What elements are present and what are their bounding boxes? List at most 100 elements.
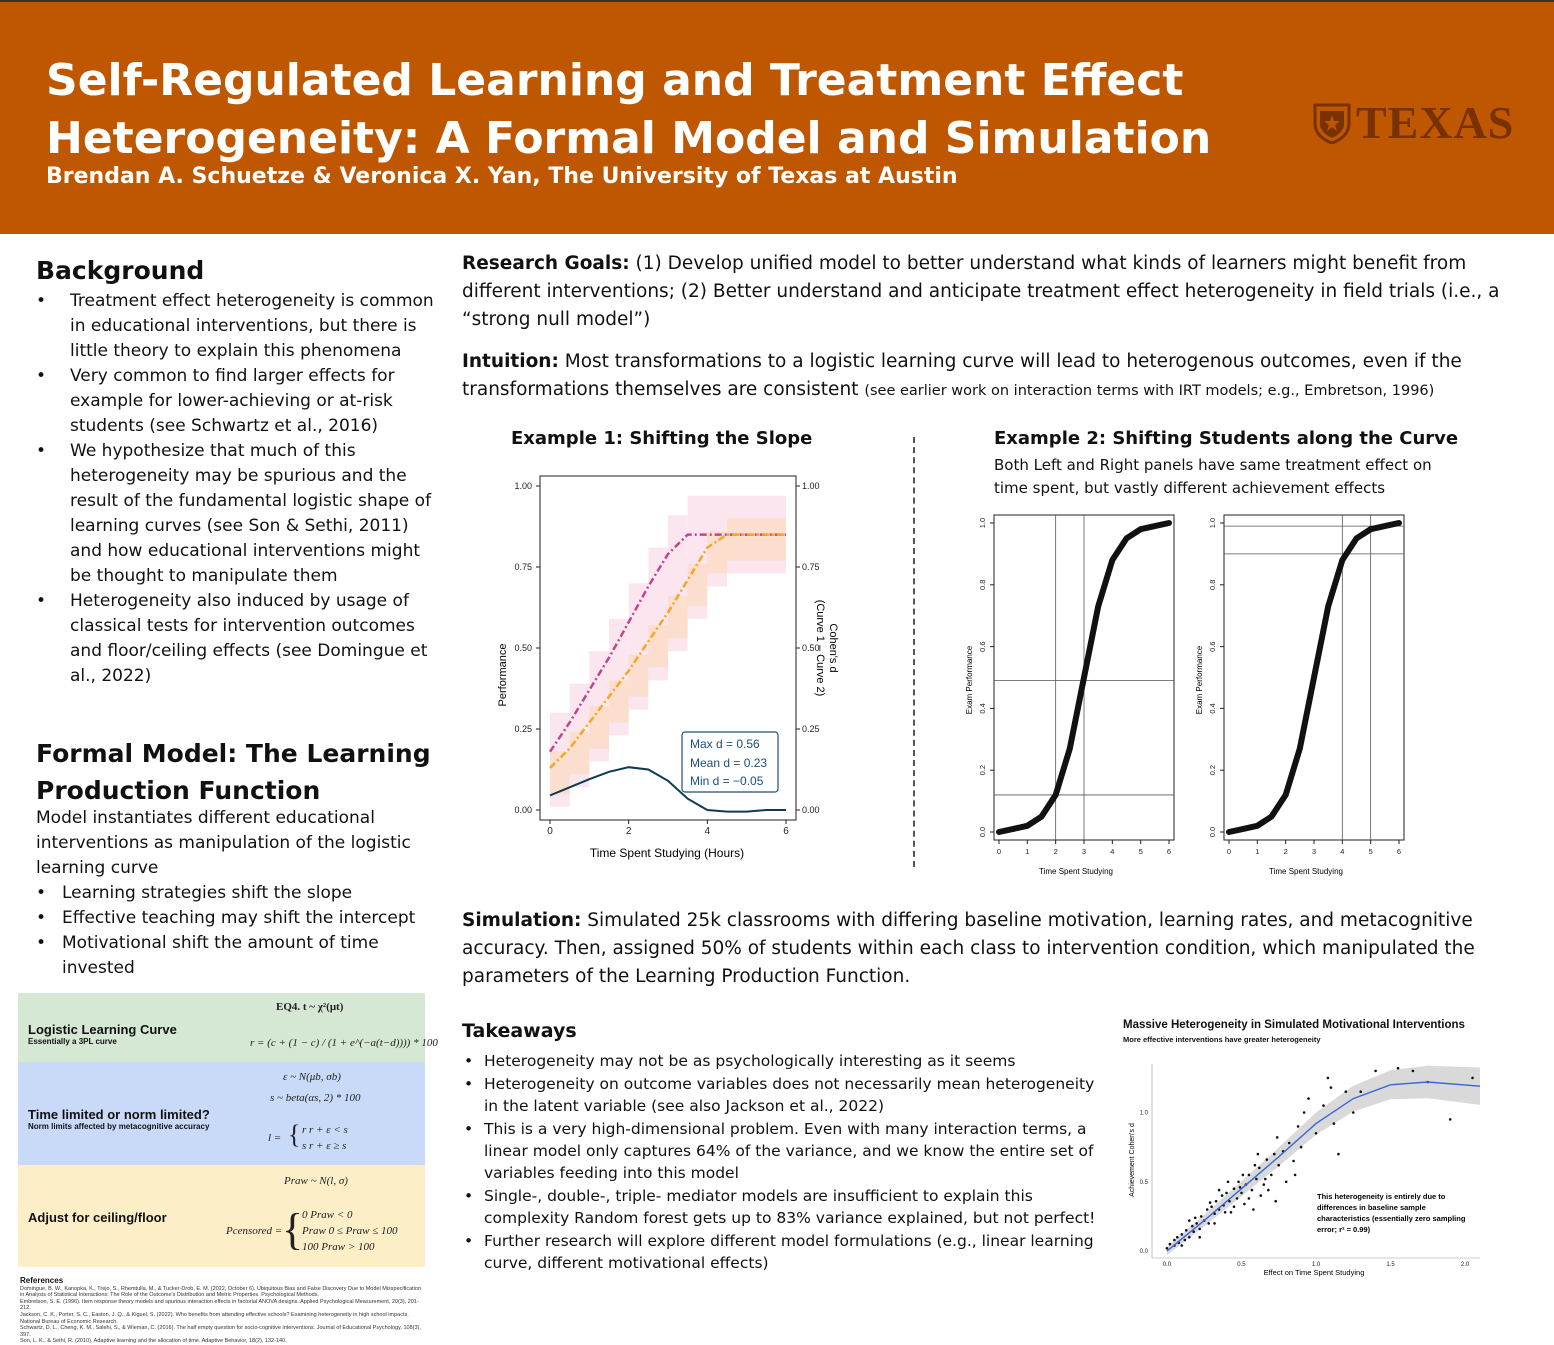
data-point: [1262, 1183, 1266, 1186]
x-tick-label: 4: [1340, 847, 1344, 856]
data-point: [1299, 1145, 1303, 1149]
data-point: [1471, 1076, 1474, 1080]
data-point: [1198, 1235, 1201, 1239]
box-label: Time limited or norm limited?: [28, 1107, 210, 1122]
texas-logo-text: TEXAS: [1356, 97, 1515, 148]
data-point: [1296, 1125, 1300, 1128]
data-point: [1332, 1122, 1336, 1125]
y-tick-label: 0.2: [978, 765, 987, 775]
legend-box: [681, 731, 779, 793]
x-tick-label: 2: [1054, 847, 1058, 856]
data-point: [1293, 1173, 1297, 1177]
list-item: Learning strategies shift the slope: [36, 881, 426, 906]
data-point: [1214, 1199, 1218, 1203]
x-tick-label: 1.5: [1386, 1262, 1395, 1268]
data-point: [1176, 1235, 1179, 1239]
list-item: We hypothesize that much of this heterog…: [36, 439, 434, 589]
equation-pc-case2: Praw 0 ≤ Praw ≤ 100: [302, 1225, 398, 1237]
legend-mean: Mean d = 0.23: [690, 756, 767, 770]
equation-pc-case1: 0 Praw < 0: [302, 1209, 353, 1221]
box-label: Logistic Learning Curve: [28, 1022, 177, 1037]
example1-title: Example 1: Shifting the Slope: [511, 428, 813, 449]
y-tick-label: 0.8: [1208, 580, 1217, 590]
data-point: [1359, 1090, 1362, 1093]
example2-subtitle: Both Left and Right panels have same tre…: [994, 454, 1432, 500]
series-line: [548, 533, 786, 753]
takeaways-heading: Takeaways: [462, 1020, 577, 1042]
formal-model-intro: Model instantiates different educational…: [36, 808, 411, 878]
data-point: [1188, 1235, 1191, 1239]
data-point: [1314, 1132, 1318, 1135]
data-point: [1247, 1197, 1251, 1200]
data-point: [1232, 1205, 1236, 1208]
data-point: [1274, 1199, 1277, 1203]
poster-title: Self-Regulated Learning and Treatment Ef…: [46, 52, 1306, 168]
box-sublabel: Essentially a 3PL curve: [28, 1037, 117, 1046]
y-tick-label: 0.2: [1208, 765, 1217, 775]
x-tick-label: 2: [626, 826, 632, 837]
uncertainty-band: [589, 651, 609, 762]
y-tick-label: 0.4: [1208, 703, 1217, 713]
data-point: [1270, 1173, 1273, 1177]
data-point: [1256, 1152, 1260, 1156]
data-point: [1228, 1199, 1231, 1203]
box-label: Adjust for ceiling/floor: [28, 1210, 167, 1225]
scatter-subtitle: More effective interventions have greate…: [1123, 1035, 1321, 1044]
uncertainty-band: [550, 712, 570, 807]
takeaways-list: Heterogeneity may not be as psychologica…: [462, 1050, 1107, 1275]
x-tick-label: 2: [1284, 847, 1288, 856]
data-point: [1205, 1208, 1209, 1211]
y-tick-label: 1.0: [1208, 518, 1217, 528]
y-tick-label: 1.0: [978, 518, 987, 528]
uncertainty-band: [746, 518, 767, 561]
data-point: [1208, 1201, 1212, 1204]
uncertainty-band: [707, 531, 727, 574]
y-tick-label: 0.50: [514, 643, 532, 653]
data-point: [1255, 1177, 1258, 1181]
simulation-label: Simulation:: [462, 910, 582, 931]
scatter-annotation-line: This heterogeneity is entirely due to: [1317, 1192, 1446, 1201]
data-point: [1210, 1205, 1213, 1208]
x-tick-label: 4: [705, 826, 711, 837]
data-point: [1180, 1244, 1184, 1247]
uncertainty-band: [550, 751, 570, 794]
y2-tick-label: 1.00: [802, 481, 820, 491]
data-point: [1329, 1086, 1333, 1089]
shield-icon: [1313, 103, 1351, 144]
x-axis-label: Time Spent Studying: [1269, 867, 1343, 876]
data-point: [1223, 1211, 1227, 1214]
data-point: [1302, 1111, 1306, 1114]
data-point: [1198, 1227, 1201, 1231]
box-sublabel: Norm limits affected by metacognitive ac…: [28, 1122, 210, 1131]
x-tick-label: 0: [1227, 847, 1231, 856]
y2-tick-label: 0.00: [802, 805, 820, 815]
list-item: Treatment effect heterogeneity is common…: [36, 289, 434, 364]
data-point: [1225, 1191, 1228, 1195]
data-point: [1253, 1163, 1257, 1167]
data-point: [1220, 1194, 1224, 1197]
x-tick-label: 1: [1255, 847, 1259, 856]
data-point: [1352, 1111, 1355, 1114]
scatter-annotation-line: characteristics (essentially zero sampli…: [1317, 1214, 1466, 1223]
data-point: [1396, 1066, 1400, 1070]
y-tick-label: 0.6: [1208, 641, 1217, 651]
research-goals-label: Research Goals:: [462, 253, 630, 274]
scatter-title: Massive Heterogeneity in Simulated Motiv…: [1123, 1019, 1465, 1031]
data-point: [1192, 1230, 1195, 1233]
uncertainty-band: [648, 625, 668, 668]
equation-l-case1: r r + ε < s: [302, 1124, 348, 1136]
data-point: [1411, 1069, 1415, 1073]
data-point: [1243, 1202, 1246, 1206]
data-point: [1195, 1222, 1198, 1225]
equation-box-ceiling: Praw ~ N(l, σ) Adjust for ceiling/floor …: [18, 1165, 425, 1267]
intuition-label: Intuition:: [462, 351, 559, 372]
intuition: Intuition: Most transformations to a log…: [462, 348, 1532, 405]
poster-authors: Brendan A. Schuetze & Veronica X. Yan, T…: [46, 164, 958, 189]
simulation: Simulation: Simulated 25k classrooms wit…: [462, 907, 1532, 991]
data-point: [1207, 1222, 1210, 1225]
data-point: [1191, 1224, 1194, 1228]
uncertainty-band: [727, 518, 747, 561]
data-point: [1292, 1159, 1295, 1163]
research-goals-text: (1) Develop unified model to better unde…: [462, 253, 1500, 330]
example2-subtitle-line1: Both Left and Right panels have same tre…: [994, 456, 1432, 474]
